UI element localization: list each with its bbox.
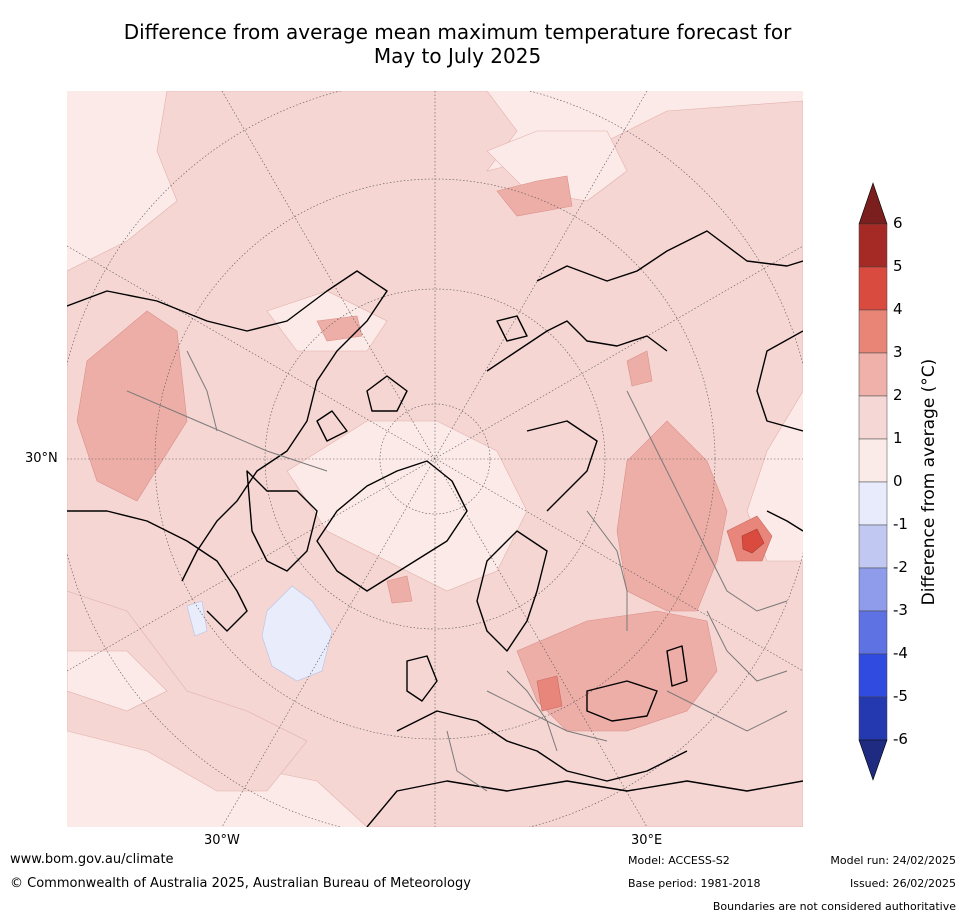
country-borders [126, 350, 788, 792]
colorbar-segment [858, 524, 888, 569]
graticule [67, 91, 803, 827]
anomaly-band-2-3 [76, 175, 728, 732]
colorbar-segment [858, 223, 888, 268]
colorbar-segment [858, 696, 888, 741]
footer-model: Model: ACCESS-S2 [628, 854, 730, 867]
anomaly-band-negative [186, 585, 333, 682]
map-title: Difference from average mean maximum tem… [60, 20, 855, 68]
colorbar-tick-label: 0 [893, 472, 903, 490]
colorbar-tick-label: -5 [893, 687, 908, 705]
colorbar-segment [858, 266, 888, 311]
colorbar-tick-label: -1 [893, 515, 908, 533]
coastlines [67, 230, 803, 827]
footer-issued: Issued: 26/02/2025 [849, 877, 956, 890]
colorbar-segment [858, 610, 888, 655]
footer-website: www.bom.gov.au/climate [10, 852, 174, 867]
colorbar-extend-low [858, 739, 888, 781]
lat-label-30n: 30°N [25, 451, 58, 466]
colorbar-segment [858, 653, 888, 698]
colorbar-tick-label: -2 [893, 558, 908, 576]
colorbar-title: Difference from average (°C) [919, 358, 939, 606]
colorbar-tick-label: 1 [893, 429, 903, 447]
colorbar-tick-label: 6 [893, 214, 903, 232]
colorbar-tick-label: 5 [893, 257, 903, 275]
lon-label-30e: 30°E [631, 833, 663, 848]
footer-disclaimer: Boundaries are not considered authoritat… [712, 900, 956, 913]
colorbar-segment [858, 438, 888, 483]
lon-label-30w: 30°W [204, 833, 240, 848]
footer-base-period: Base period: 1981-2018 [628, 877, 761, 890]
footer-copyright: © Commonwealth of Australia 2025, Austra… [10, 876, 471, 891]
footer-model-run: Model run: 24/02/2025 [830, 854, 956, 867]
colorbar-segment [858, 567, 888, 612]
colorbar-segments [858, 182, 888, 781]
polar-map [67, 91, 803, 827]
colorbar-segment [858, 352, 888, 397]
colorbar-extend-high [858, 182, 888, 225]
colorbar-segment [858, 481, 888, 526]
title-line-1: Difference from average mean maximum tem… [123, 20, 792, 44]
colorbar-tick-label: -4 [893, 644, 908, 662]
colorbar-segment [858, 309, 888, 354]
colorbar-tick-label: 4 [893, 300, 903, 318]
colorbar [858, 182, 888, 781]
colorbar-tick-label: -6 [893, 730, 908, 748]
anomaly-band-4-5 [741, 528, 765, 554]
colorbar-tick-label: 3 [893, 343, 903, 361]
title-line-2: May to July 2025 [373, 44, 542, 68]
colorbar-segment [858, 395, 888, 440]
colorbar-tick-label: -3 [893, 601, 908, 619]
colorbar-tick-label: 2 [893, 386, 903, 404]
